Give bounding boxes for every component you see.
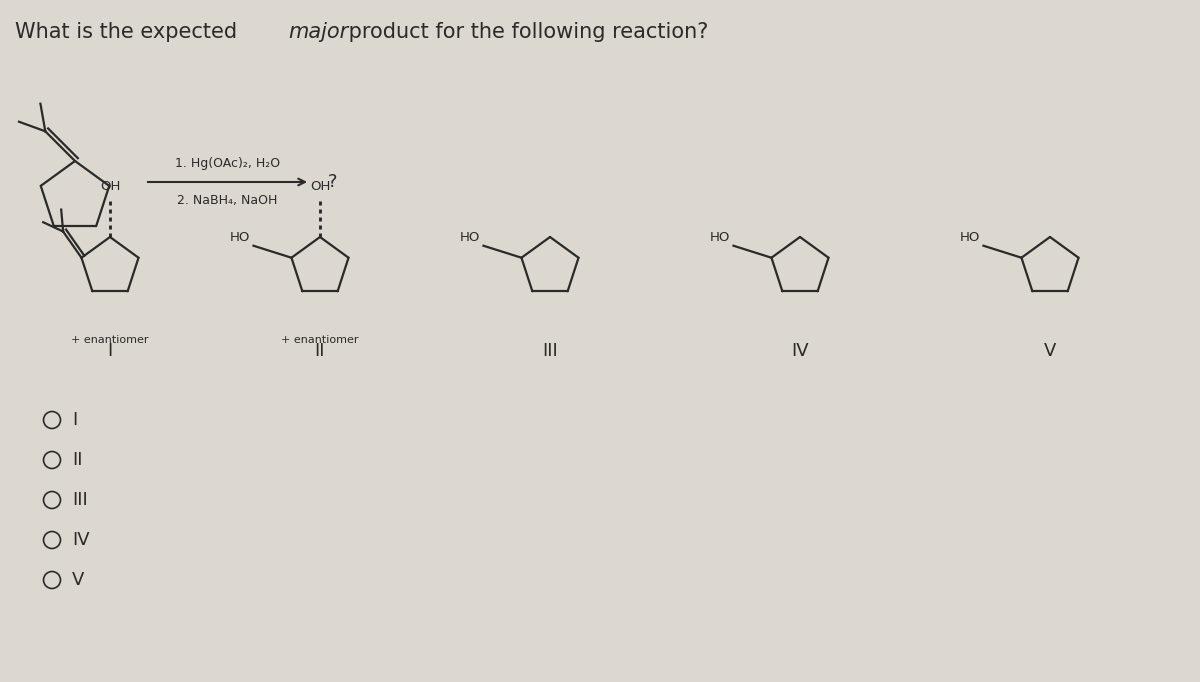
Text: HO: HO [960, 231, 980, 243]
Text: V: V [72, 571, 84, 589]
Text: + enantiomer: + enantiomer [71, 335, 149, 345]
Text: IV: IV [72, 531, 90, 549]
Text: HO: HO [460, 231, 480, 243]
Text: What is the expected: What is the expected [14, 22, 244, 42]
Text: III: III [72, 491, 88, 509]
Text: 1. Hg(OAc)₂, H₂O: 1. Hg(OAc)₂, H₂O [175, 157, 280, 170]
Text: III: III [542, 342, 558, 360]
Text: HO: HO [230, 231, 251, 243]
Text: OH: OH [310, 180, 330, 193]
Text: HO: HO [710, 231, 731, 243]
Text: + enantiomer: + enantiomer [281, 335, 359, 345]
Text: IV: IV [791, 342, 809, 360]
Text: product for the following reaction?: product for the following reaction? [342, 22, 708, 42]
Text: V: V [1044, 342, 1056, 360]
Text: II: II [314, 342, 325, 360]
Text: I: I [72, 411, 77, 429]
Text: II: II [72, 451, 83, 469]
Text: I: I [107, 342, 113, 360]
Text: major: major [288, 22, 348, 42]
Text: 2. NaBH₄, NaOH: 2. NaBH₄, NaOH [178, 194, 277, 207]
Text: OH: OH [100, 180, 120, 193]
Text: ?: ? [328, 173, 337, 191]
